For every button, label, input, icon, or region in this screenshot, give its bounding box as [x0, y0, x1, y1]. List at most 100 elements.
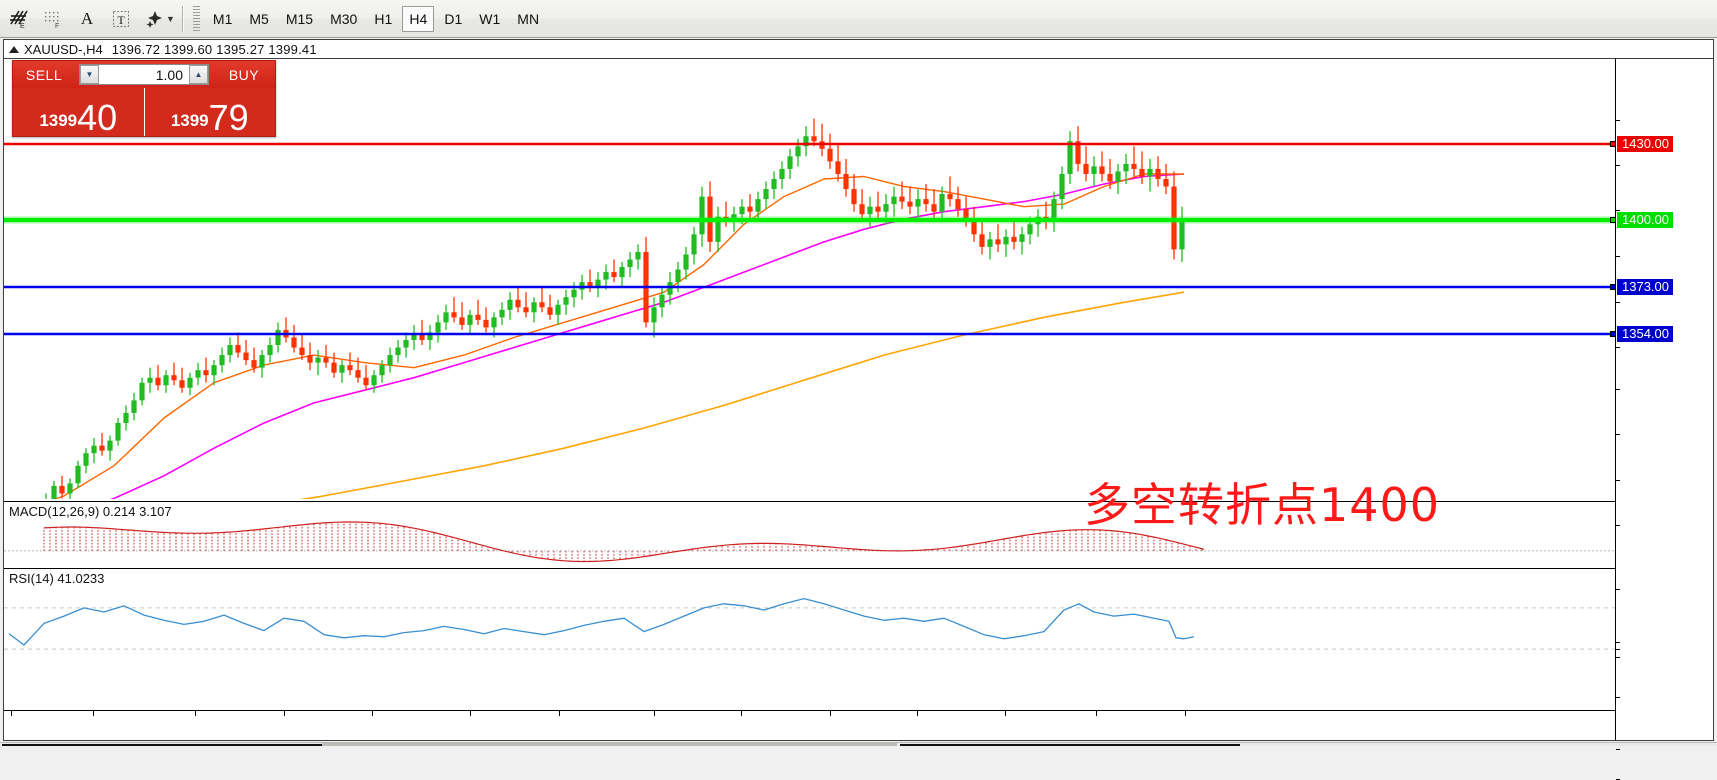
candlestick — [803, 126, 808, 156]
sell-price-button[interactable]: 1399 40 — [13, 88, 144, 136]
timeframe-button-m15[interactable]: M15 — [279, 6, 320, 32]
chevron-up-icon: ▲ — [195, 70, 203, 79]
candlestick — [331, 353, 336, 378]
timeframe-button-m1[interactable]: M1 — [206, 6, 239, 32]
candlestick — [75, 461, 80, 489]
candlestick — [811, 119, 816, 147]
candlestick — [787, 149, 792, 179]
time-axis[interactable] — [4, 710, 1615, 740]
svg-text:T: T — [117, 13, 125, 27]
candlestick — [139, 378, 144, 406]
candlestick — [1051, 192, 1056, 232]
timeframe-button-d1[interactable]: D1 — [437, 6, 469, 32]
level-drag-handle[interactable] — [1610, 284, 1616, 290]
candlestick — [443, 305, 448, 330]
toolbar-grip[interactable] — [193, 6, 200, 32]
buy-price-fraction: 79 — [209, 101, 249, 134]
buy-price-button[interactable]: 1399 79 — [144, 88, 276, 136]
candlestick — [291, 325, 296, 353]
candlestick — [171, 363, 176, 386]
timeframe-button-m5[interactable]: M5 — [242, 6, 275, 32]
price-level-label-1354-00[interactable]: 1354.00 — [1617, 326, 1673, 342]
candlestick — [395, 340, 400, 363]
level-value: 1400.00 — [1622, 212, 1669, 227]
candlestick — [235, 332, 240, 357]
symbol-label: XAUUSD-,H4 — [24, 42, 103, 57]
price-level-label-1400-00[interactable]: 1400.00 — [1617, 212, 1673, 228]
objects-icon[interactable] — [140, 4, 170, 34]
timeframe-button-m30[interactable]: M30 — [323, 6, 364, 32]
candlestick — [635, 244, 640, 269]
candlestick — [843, 159, 848, 197]
volume-input-group[interactable]: ▼ 1.00 ▲ — [79, 64, 209, 85]
candlestick — [339, 360, 344, 383]
timeframe-button-h1[interactable]: H1 — [367, 6, 399, 32]
level-drag-handle[interactable] — [1610, 141, 1616, 147]
timeframe-button-w1[interactable]: W1 — [472, 6, 507, 32]
candlestick — [539, 287, 544, 312]
crosshair-grid-icon[interactable]: F — [38, 4, 68, 34]
candlestick — [955, 187, 960, 217]
candlestick — [1139, 151, 1144, 184]
candlestick — [531, 297, 536, 322]
timeframe-button-h4[interactable]: H4 — [402, 6, 434, 32]
candlestick — [1099, 151, 1104, 181]
price-level-label-1430-00[interactable]: 1430.00 — [1617, 136, 1673, 152]
volume-value[interactable]: 1.00 — [99, 67, 189, 83]
candlestick — [155, 365, 160, 390]
candlestick — [419, 320, 424, 345]
volume-increment-button[interactable]: ▲ — [189, 65, 208, 84]
chevron-down-icon: ▼ — [86, 70, 94, 79]
candlestick — [771, 171, 776, 199]
level-drag-handle[interactable] — [1610, 331, 1616, 337]
rsi-chart-svg — [4, 569, 1615, 688]
candlestick — [627, 252, 632, 277]
volume-decrement-button[interactable]: ▼ — [80, 65, 99, 84]
sell-price-integer: 1399 — [39, 112, 77, 134]
candlestick — [1091, 156, 1096, 186]
rsi-pane[interactable]: RSI(14) 41.0233 — [4, 568, 1615, 688]
candlestick — [435, 315, 440, 343]
level-drag-handle[interactable] — [1610, 217, 1616, 223]
sell-label[interactable]: SELL — [13, 67, 75, 83]
candlestick — [107, 436, 112, 461]
indicators-icon[interactable]: E — [4, 4, 34, 34]
candlestick — [923, 184, 928, 212]
level-value: 1354.00 — [1622, 326, 1669, 341]
candlestick — [203, 358, 208, 383]
candlestick — [835, 144, 840, 182]
candlestick — [715, 207, 720, 252]
candlestick — [67, 478, 72, 499]
collapse-triangle-icon[interactable] — [9, 46, 19, 53]
candlestick — [59, 476, 64, 499]
candlestick — [515, 287, 520, 312]
price-axis[interactable]: 1430.00 1400.00 1373.00 1354.00 — [1615, 59, 1713, 740]
text-label-icon[interactable]: A — [72, 4, 102, 34]
candlestick — [115, 418, 120, 446]
candlestick — [979, 222, 984, 255]
candlestick — [971, 207, 976, 242]
level-value: 1373.00 — [1622, 279, 1669, 294]
candlestick — [747, 194, 752, 219]
chart-text-annotation[interactable]: 多空转折点1400 — [1084, 469, 1440, 535]
candlestick — [179, 368, 184, 393]
timeframe-button-mn[interactable]: MN — [510, 6, 546, 32]
rsi-line — [9, 599, 1194, 645]
text-object-icon[interactable]: T — [106, 4, 136, 34]
candlestick — [195, 363, 200, 386]
price-level-label-1373-00[interactable]: 1373.00 — [1617, 279, 1673, 295]
candlestick — [451, 297, 456, 322]
svg-text:F: F — [55, 23, 59, 29]
chart-window: XAUUSD-,H4 1396.72 1399.60 1395.27 1399.… — [3, 39, 1714, 741]
candlestick — [275, 322, 280, 352]
candlestick — [1059, 166, 1064, 209]
candlestick — [499, 302, 504, 325]
one-click-trading-panel[interactable]: SELL ▼ 1.00 ▲ BUY 1399 40 1399 79 — [12, 60, 276, 137]
candlestick — [995, 224, 1000, 252]
buy-label[interactable]: BUY — [213, 67, 275, 83]
toolbar-separator — [182, 6, 184, 32]
candlestick — [475, 300, 480, 325]
candlestick — [1163, 164, 1168, 194]
candlestick — [1003, 229, 1008, 257]
